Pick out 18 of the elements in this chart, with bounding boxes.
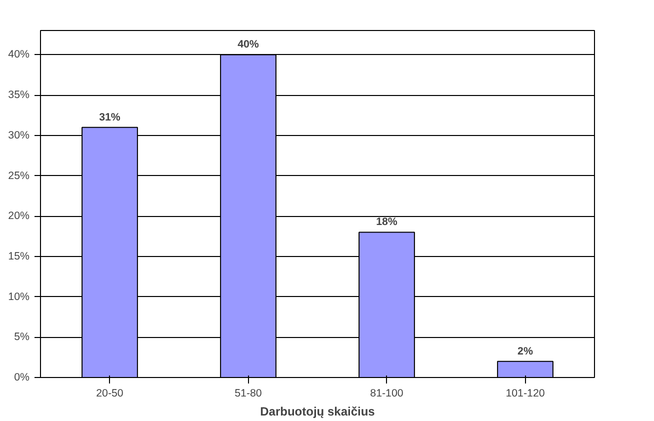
data-label: 40%	[238, 38, 260, 51]
y-tick-label: 5%	[14, 331, 30, 344]
x-tick-label: 81-100	[370, 388, 404, 400]
y-tick-label: 15%	[8, 250, 30, 262]
data-label: 31%	[99, 111, 121, 124]
y-tick-label: 0%	[14, 372, 30, 384]
data-label: 18%	[376, 216, 398, 228]
y-tick-label: 40%	[8, 48, 30, 61]
y-tick-label: 20%	[8, 210, 30, 222]
data-label: 2%	[518, 345, 534, 358]
x-axis-title: Darbuotojų skaičius	[260, 404, 376, 418]
x-tick-label: 101-120	[506, 388, 545, 400]
y-tick-label: 25%	[8, 170, 30, 182]
y-tick-label: 30%	[8, 129, 30, 142]
y-tick-label: 35%	[8, 89, 30, 102]
y-tick-label: 10%	[8, 290, 30, 303]
x-tick-label: 20-50	[96, 388, 124, 400]
x-tick-label: 51-80	[234, 388, 262, 400]
